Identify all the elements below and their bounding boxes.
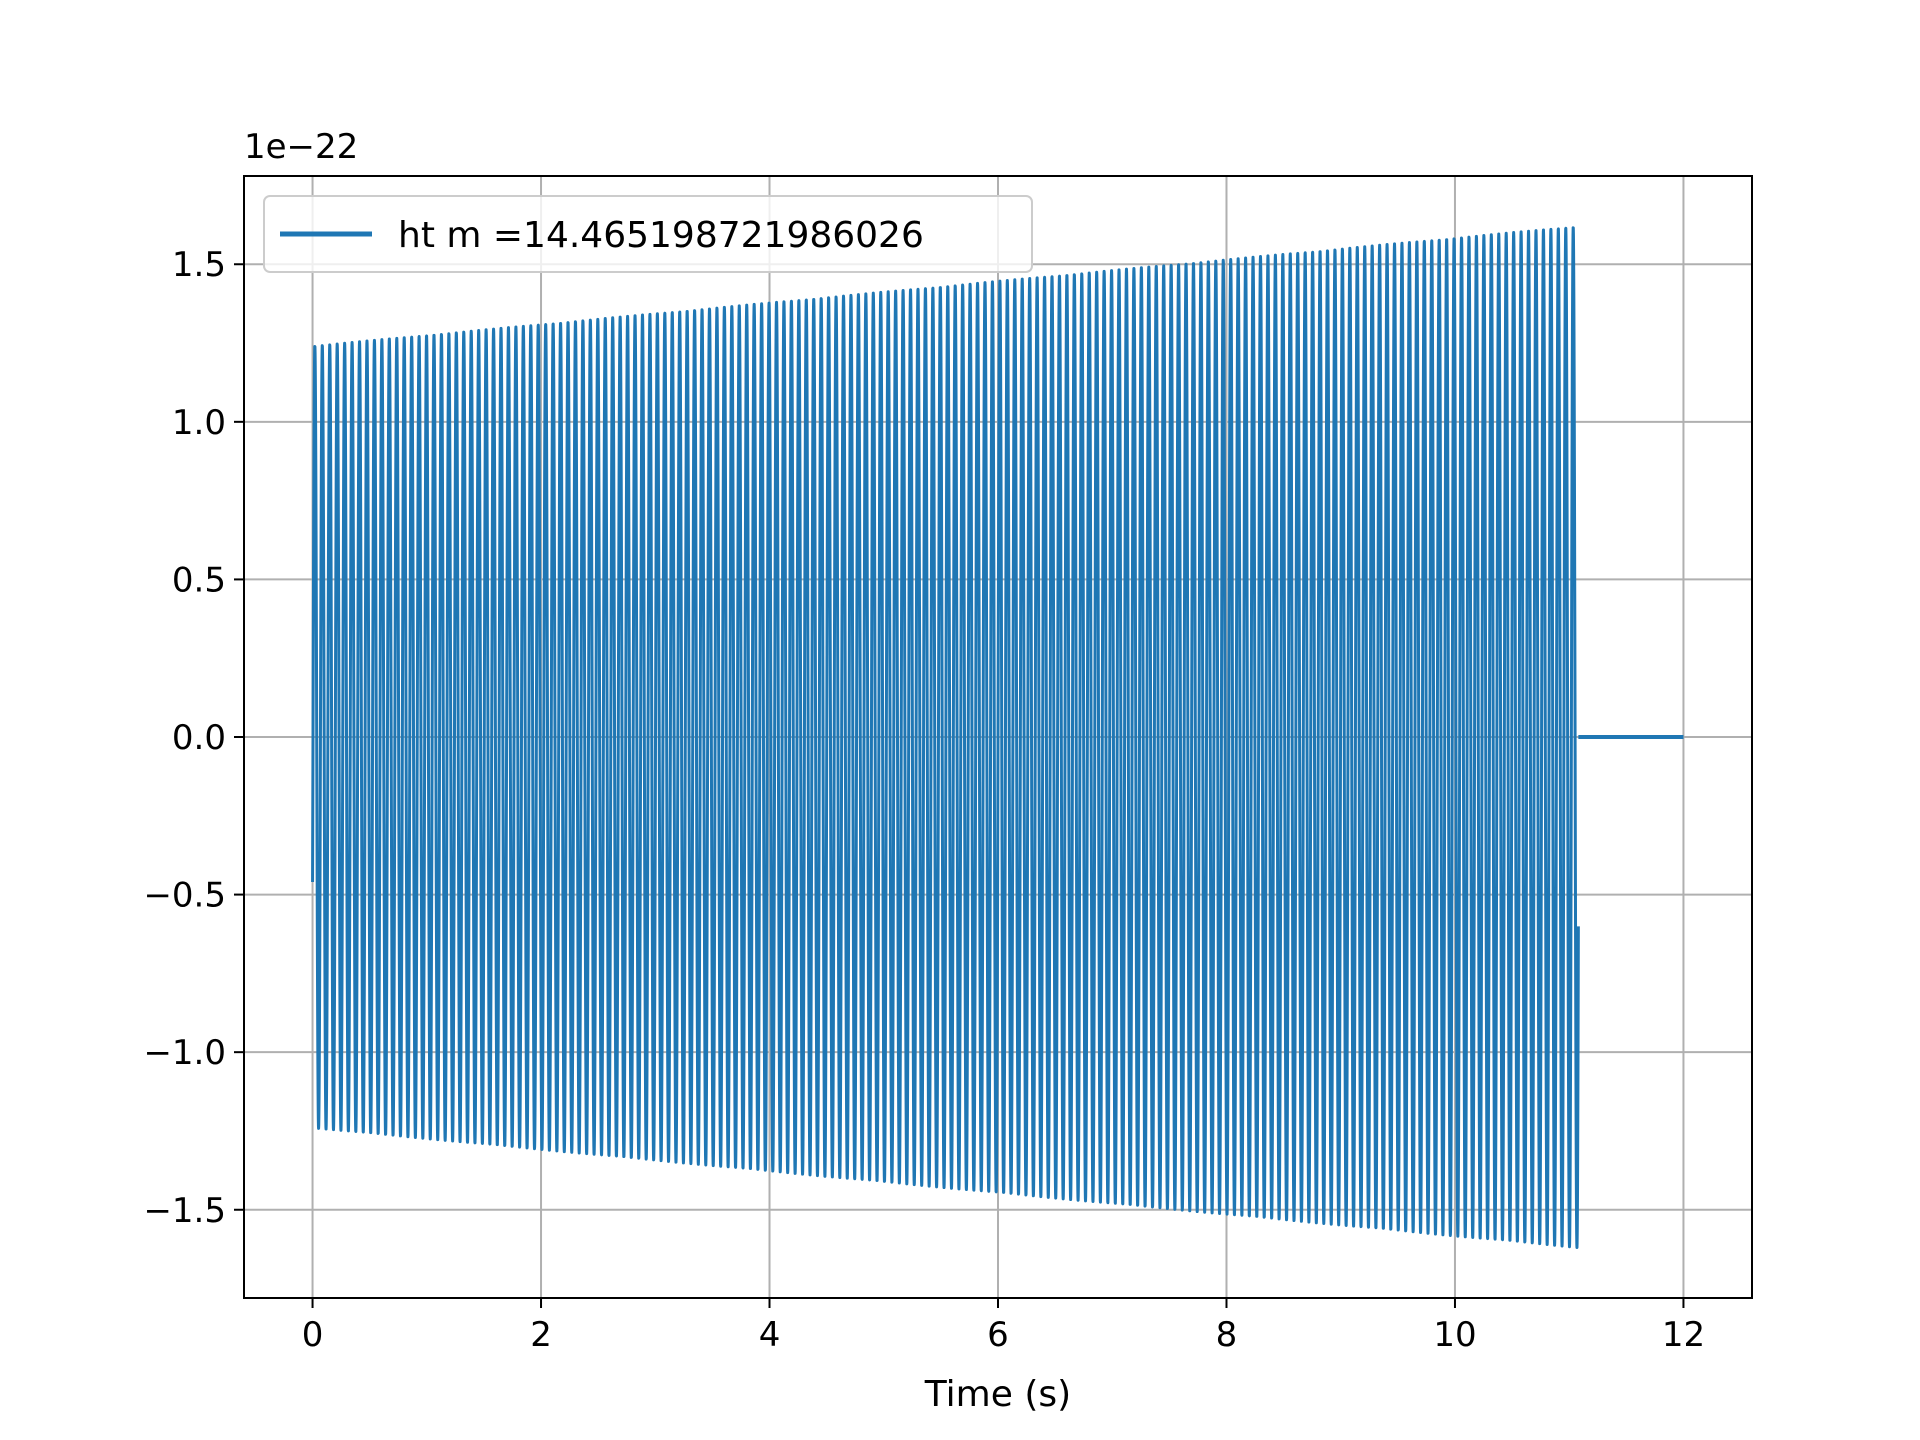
y-tick-label: −1.0 [143,1033,226,1073]
x-tick-label: 2 [530,1315,552,1355]
series-area [311,226,1684,1249]
y-tick-label: 1.5 [172,245,226,285]
legend-label: ht m =14.465198721986026 [398,215,924,256]
x-tick-label: 12 [1662,1315,1705,1355]
series-line-oscillation [311,226,1580,1249]
x-tick-label: 8 [1216,1315,1238,1355]
y-offset-label: 1e−22 [244,127,358,167]
x-tick-label: 10 [1433,1315,1476,1355]
y-tick-label: 0.5 [172,560,226,600]
x-tick-label: 0 [302,1315,324,1355]
legend-box [263,195,1033,273]
y-tick-label: 1.0 [172,403,226,443]
x-tick-label: 4 [759,1315,781,1355]
y-tick-label: −1.5 [143,1191,226,1231]
x-tick-label: 6 [987,1315,1009,1355]
x-axis-label: Time (s) [924,1374,1071,1415]
y-tick-label: −0.5 [143,876,226,916]
axis-ticks: 0 2 4 6 8 10 12 −1.5 −1.0 −0.5 0.0 0.5 1.0 1.5 [143,245,1705,1355]
legend: ht m =14.465198721986026 [263,195,1033,273]
y-tick-label: 0.0 [172,718,226,758]
